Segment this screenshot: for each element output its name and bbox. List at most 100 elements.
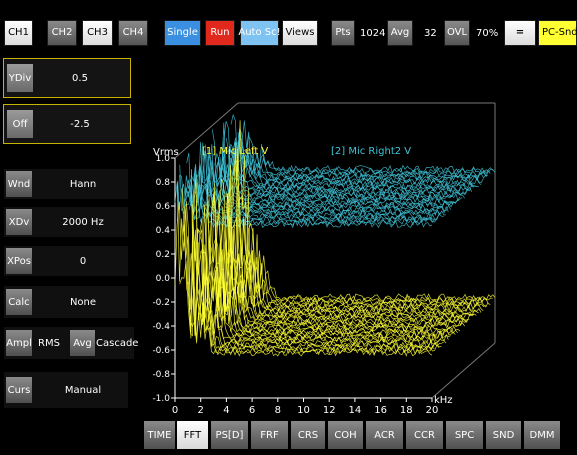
y-tick-label: 0.4	[156, 226, 171, 236]
window-value: Hann	[69, 178, 97, 190]
tab-psd[interactable]: PS[D]	[210, 420, 249, 450]
trace-line-1	[221, 216, 479, 316]
source-select[interactable]: PC-Snd	[538, 20, 577, 46]
avg-mode-label[interactable]: Avg	[70, 330, 95, 356]
avg-button[interactable]: Avg	[387, 20, 413, 46]
frame-edge	[174, 102, 239, 159]
offset-value: -2.5	[70, 118, 90, 130]
x-tick-label: 16	[374, 405, 387, 416]
tab-coh[interactable]: COH	[327, 420, 364, 450]
trace-line-2	[200, 142, 459, 206]
trace-line-2	[218, 149, 477, 190]
trace-line-2	[202, 151, 461, 204]
legend-series-1: [1] Mic Left V	[202, 146, 268, 157]
trace-line-1	[211, 228, 470, 324]
x-tick-label: 8	[275, 405, 281, 416]
axes-layer: 1.0 0.8 0.6 0.4 0.2 0.0 -0.2 -0.4 -0.6 -0.8 -1.00 2…	[152, 154, 438, 416]
avg-value: 32	[424, 27, 437, 39]
trace-line-2	[228, 138, 486, 182]
offset-label[interactable]: Off	[7, 110, 33, 138]
y-unit-label: Vrms	[153, 147, 179, 158]
y-tick-label: 0.6	[156, 202, 171, 212]
x-tick-label: 0	[172, 405, 178, 416]
x-tick-label: 14	[349, 405, 362, 416]
y-tick-label: 1.0	[156, 154, 171, 164]
y-tick-label: 0.2	[156, 250, 170, 260]
y-tick-label: -0.6	[152, 346, 170, 356]
trace-line-2	[209, 151, 468, 198]
ampl-label[interactable]: Ampl	[6, 330, 32, 356]
ovl-value: 70%	[476, 27, 499, 39]
single-button[interactable]: Single	[164, 20, 201, 46]
ydiv-label[interactable]: YDiv	[7, 64, 33, 92]
trace-line-1	[223, 204, 482, 315]
x-tick-label: 10	[297, 405, 310, 416]
tab-crs[interactable]: CRS	[290, 420, 326, 450]
y-tick-label: 0.8	[156, 178, 171, 188]
tab-spc[interactable]: SPC	[445, 420, 484, 450]
trace-line-2	[216, 147, 475, 192]
ch4-button[interactable]: CH4	[118, 20, 148, 46]
trace-line-1	[230, 148, 489, 308]
trace-line-1	[232, 148, 491, 306]
y-tick-label: 0.0	[156, 274, 171, 284]
auto-scale-button[interactable]: Auto Sc!	[238, 20, 281, 46]
tab-ccr[interactable]: CCR	[405, 420, 444, 450]
trace-line-2	[237, 120, 496, 174]
trace-line-2	[197, 141, 456, 208]
x-tick-label: 6	[249, 405, 255, 416]
y-tick-label: -0.2	[152, 298, 170, 308]
x-tick-label: 4	[223, 405, 229, 416]
ydiv-value: 0.5	[72, 72, 88, 84]
tab-snd[interactable]: SND	[485, 420, 522, 450]
xpos-value: 0	[79, 255, 87, 267]
y-tick-label: -0.4	[152, 322, 170, 332]
xpos-label[interactable]: XPos	[6, 248, 32, 274]
tab-fft[interactable]: FFT	[176, 420, 209, 450]
trace-line-1	[197, 230, 456, 337]
window-label[interactable]: Wnd	[6, 171, 32, 197]
ampl-value: RMS	[38, 337, 60, 349]
ch2-button[interactable]: CH2	[47, 20, 77, 46]
pts-value: 1024	[360, 27, 386, 39]
trace-line-1	[200, 201, 458, 335]
calc-label[interactable]: Calc	[6, 289, 32, 315]
trace-line-2	[232, 132, 491, 178]
frame-edge	[431, 342, 496, 399]
x-tick-label: 2	[198, 405, 204, 416]
cursor-label[interactable]: Curs	[6, 377, 32, 403]
trace-line-1	[195, 183, 454, 339]
y-tick-label: -0.8	[152, 370, 170, 380]
x-tick-label: 18	[400, 405, 413, 416]
trace-line-1	[179, 241, 438, 353]
x-tick-label: 20	[426, 405, 439, 416]
cursor-value: Manual	[64, 384, 102, 396]
xdiv-value: 2000 Hz	[62, 216, 104, 228]
trace-line-1	[228, 159, 486, 310]
x-unit-label: kHz	[434, 395, 453, 406]
tab-frf[interactable]: FRF	[250, 420, 289, 450]
trace-line-1	[218, 177, 477, 318]
ovl-button[interactable]: OVL	[444, 20, 470, 46]
calc-value: None	[69, 296, 97, 308]
y-tick-label: -1.0	[152, 394, 170, 404]
ch3-button[interactable]: CH3	[82, 20, 113, 46]
pts-button[interactable]: Pts	[331, 20, 355, 46]
xdiv-label[interactable]: XDv	[6, 209, 32, 235]
tab-acr[interactable]: ACR	[365, 420, 404, 450]
x-tick-label: 12	[323, 405, 336, 416]
trace-line-1	[190, 169, 449, 343]
avg-mode-value: Cascade	[96, 337, 139, 349]
trace-line-1	[235, 142, 493, 304]
legend-series-2: [2] Mic Right2 V	[331, 146, 411, 157]
ch1-button[interactable]: CH1	[4, 20, 33, 46]
trace-layer	[174, 113, 496, 357]
trace-line-2	[223, 121, 482, 186]
run-button[interactable]: Run	[205, 20, 235, 46]
equals-button[interactable]: =	[504, 20, 536, 46]
views-button[interactable]: Views	[282, 20, 318, 46]
tab-time[interactable]: TIME	[143, 420, 176, 450]
tab-dmm[interactable]: DMM	[523, 420, 561, 450]
trace-line-1	[174, 201, 433, 357]
